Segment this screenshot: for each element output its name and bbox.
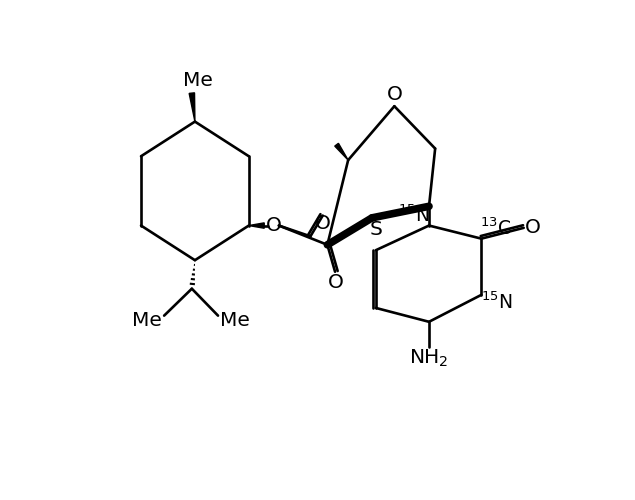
Text: $^{15}$N: $^{15}$N (481, 292, 512, 314)
Polygon shape (249, 223, 264, 228)
Text: Me: Me (132, 311, 162, 330)
Text: O: O (387, 85, 403, 104)
Text: O: O (328, 273, 344, 292)
Text: $^{15}$N: $^{15}$N (398, 204, 429, 226)
Text: O: O (315, 214, 331, 233)
Text: Me: Me (183, 72, 213, 90)
Text: NH$_2$: NH$_2$ (410, 348, 448, 370)
Text: Me: Me (220, 311, 250, 330)
Text: O: O (265, 216, 281, 235)
Text: S: S (370, 220, 382, 239)
Polygon shape (335, 144, 348, 160)
Polygon shape (189, 93, 195, 122)
Text: O: O (525, 218, 541, 236)
Text: $^{13}$C: $^{13}$C (479, 218, 511, 240)
